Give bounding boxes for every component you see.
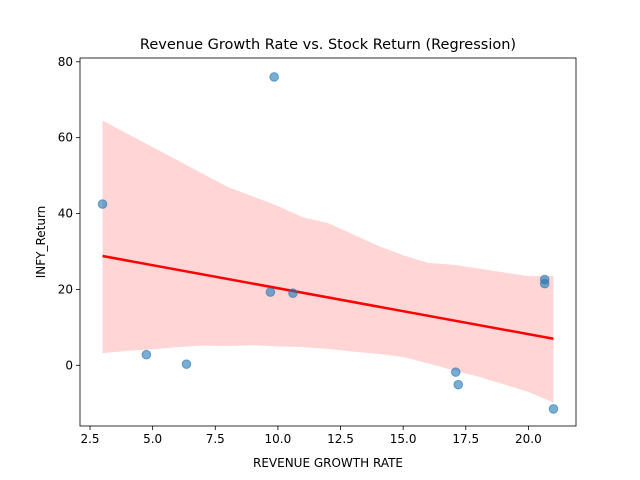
y-tick-label: 40 [58, 207, 73, 221]
y-axis-label: INFY_Return [34, 206, 48, 279]
x-tick-label: 17.5 [452, 432, 479, 446]
scatter-point [269, 72, 279, 82]
x-tick-label: 5.0 [143, 432, 162, 446]
scatter-point [548, 404, 559, 414]
scatter-point [450, 367, 461, 377]
x-axis-label: REVENUE GROWTH RATE [253, 456, 403, 470]
x-axis-ticks: 2.5 5.0 7.5 10.0 12.5 15.0 17.5 20.0 [80, 426, 542, 446]
chart-title: Revenue Growth Rate vs. Stock Return (Re… [140, 37, 516, 53]
y-tick-label: 60 [58, 131, 73, 145]
scatter-point [265, 287, 276, 297]
y-tick-label: 0 [65, 358, 73, 372]
confidence-band-layer [102, 120, 554, 403]
scatter-point [141, 349, 152, 360]
regression-line [102, 254, 554, 340]
scatter-points-layer [97, 72, 559, 414]
x-tick-label: 7.5 [206, 432, 225, 446]
x-tick-label: 20.0 [515, 432, 542, 446]
confidence-band [102, 120, 554, 403]
plot-frame [79, 57, 577, 427]
y-tick-label: 20 [58, 282, 73, 296]
x-tick-label: 12.5 [327, 432, 354, 446]
x-tick-label: 15.0 [390, 432, 417, 446]
x-tick-label: 10.0 [265, 432, 292, 446]
scatter-point [181, 359, 192, 369]
y-axis-ticks: 0 20 40 60 80 [58, 55, 80, 372]
x-tick-label: 2.5 [80, 432, 99, 446]
scatter-point [97, 199, 108, 209]
regression-line-layer [102, 254, 554, 340]
scatter-point [288, 288, 298, 299]
y-tick-label: 80 [58, 55, 73, 69]
scatter-point [539, 278, 550, 289]
scatter-point [453, 379, 464, 390]
